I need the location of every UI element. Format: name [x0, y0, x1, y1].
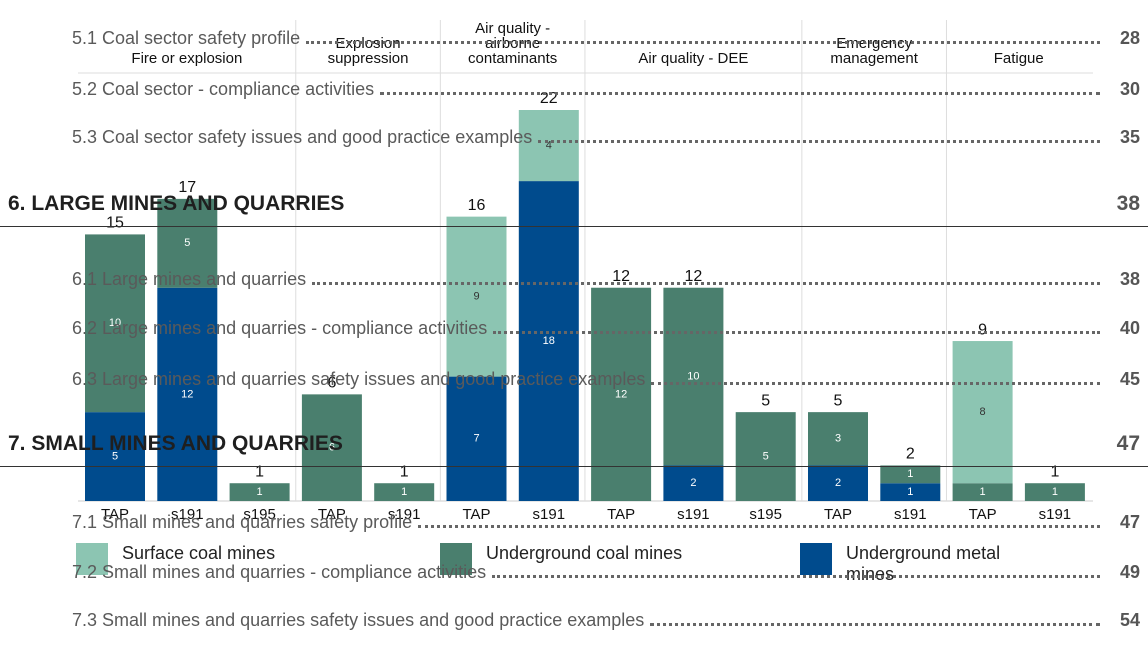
x-tick-label: s191 — [894, 506, 927, 523]
segment-label: 9 — [473, 291, 479, 303]
segment-label: 1 — [257, 486, 263, 498]
segment-label: 3 — [835, 433, 841, 445]
legend-label: Surface coal mines — [122, 543, 276, 563]
total-label: 1 — [400, 463, 409, 480]
bar-segment — [952, 483, 1013, 501]
bar-segment — [157, 198, 218, 288]
x-tick-label: TAP — [607, 506, 635, 523]
group-header: Air quality - airborne contaminants — [468, 20, 558, 67]
total-label: 17 — [178, 179, 196, 196]
total-label: 22 — [540, 90, 558, 107]
segment-label: 8 — [980, 406, 986, 418]
total-label: 5 — [761, 392, 770, 409]
bar-segment — [301, 394, 362, 501]
segment-label: 5 — [763, 450, 769, 462]
total-label: 12 — [612, 268, 630, 285]
legend-swatch — [800, 543, 832, 575]
segment-label: 1 — [401, 486, 407, 498]
segment-label: 2 — [690, 477, 696, 489]
segment-label: 1 — [1052, 486, 1058, 498]
total-label: 1 — [255, 463, 264, 480]
bar-segment — [446, 216, 507, 377]
bar-segment — [85, 412, 145, 501]
segment-label: 7 — [473, 433, 479, 445]
legend-swatch — [440, 543, 472, 575]
bar-segment — [952, 341, 1013, 484]
segment-label: 10 — [687, 370, 699, 382]
x-tick-label: s191 — [171, 506, 204, 523]
segment-label: 1 — [907, 468, 913, 480]
legend-swatch — [76, 543, 108, 575]
total-label: 15 — [106, 215, 124, 232]
group-header: Emergency management — [830, 35, 918, 67]
x-tick-label: s195 — [749, 506, 782, 523]
bar-segment — [591, 287, 652, 501]
x-tick-label: TAP — [462, 506, 490, 523]
x-tick-label: s191 — [533, 506, 566, 523]
legend-label: Underground coal mines — [486, 543, 683, 563]
total-label: 16 — [468, 197, 486, 214]
segment-label: 5 — [112, 450, 118, 462]
bar-segment — [374, 483, 435, 501]
segment-label: 12 — [181, 388, 193, 400]
bar-segment — [808, 412, 868, 466]
group-header: Fire or explosion — [131, 50, 243, 67]
bar-segment — [663, 287, 724, 466]
bar-segment — [880, 465, 941, 484]
bar-segment — [157, 287, 218, 501]
bar-segment — [1024, 483, 1085, 501]
segment-label: 2 — [835, 477, 841, 489]
legend-item: Underground coal mines — [440, 543, 770, 575]
bar-segment — [735, 412, 796, 501]
bar-segment — [229, 483, 290, 501]
total-label: 6 — [327, 375, 336, 392]
segment-label: 4 — [546, 139, 552, 151]
bar-segment — [518, 110, 579, 182]
bar-segment — [808, 465, 868, 501]
total-label: 1 — [1050, 463, 1059, 480]
bar-segment — [880, 483, 941, 501]
group-header: Fatigue — [993, 50, 1044, 67]
bar-segment — [446, 376, 507, 501]
group-header: Explosion suppression — [327, 35, 409, 67]
x-tick-label: s195 — [243, 506, 276, 523]
x-tick-label: s191 — [677, 506, 710, 523]
segment-label: 5 — [184, 237, 190, 249]
legend-item: Underground metal mines — [800, 543, 1030, 585]
segment-label: 1 — [907, 486, 913, 498]
x-tick-label: TAP — [318, 506, 346, 523]
total-label: 2 — [906, 446, 915, 463]
x-tick-label: TAP — [824, 506, 852, 523]
legend-label: Underground metal mines — [846, 543, 1001, 584]
total-label: 9 — [978, 321, 987, 338]
x-tick-label: TAP — [101, 506, 129, 523]
x-tick-label: s191 — [1039, 506, 1072, 523]
bar-segment — [85, 234, 145, 413]
segment-label: 10 — [109, 317, 121, 329]
segment-label: 6 — [329, 442, 335, 454]
segment-label: 12 — [615, 388, 627, 400]
segment-label: 18 — [543, 335, 555, 347]
bar-segment — [518, 181, 579, 501]
legend-item: Surface coal mines — [76, 543, 406, 575]
bar-segment — [663, 465, 724, 501]
x-tick-label: s191 — [388, 506, 421, 523]
segment-label: 1 — [980, 486, 986, 498]
total-label: 5 — [834, 392, 843, 409]
group-header: Air quality - DEE — [638, 50, 749, 67]
x-tick-label: TAP — [969, 506, 997, 523]
total-label: 12 — [685, 268, 703, 285]
